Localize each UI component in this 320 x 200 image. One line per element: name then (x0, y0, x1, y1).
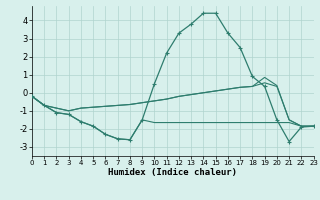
X-axis label: Humidex (Indice chaleur): Humidex (Indice chaleur) (108, 168, 237, 177)
